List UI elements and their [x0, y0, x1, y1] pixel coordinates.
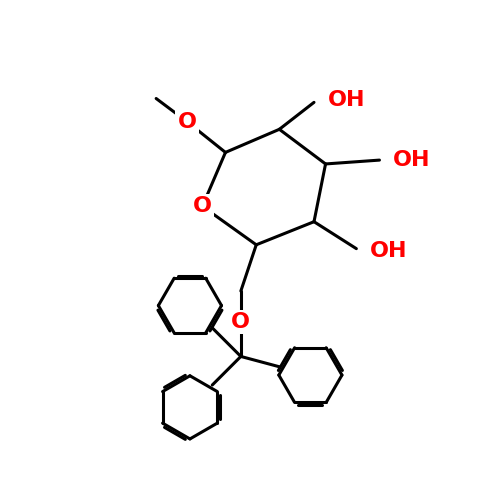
Text: O: O [232, 312, 250, 332]
Text: O: O [193, 196, 212, 216]
Text: OH: OH [370, 240, 408, 260]
Text: OH: OH [393, 150, 430, 170]
Text: O: O [178, 112, 197, 132]
Text: OH: OH [328, 90, 365, 110]
